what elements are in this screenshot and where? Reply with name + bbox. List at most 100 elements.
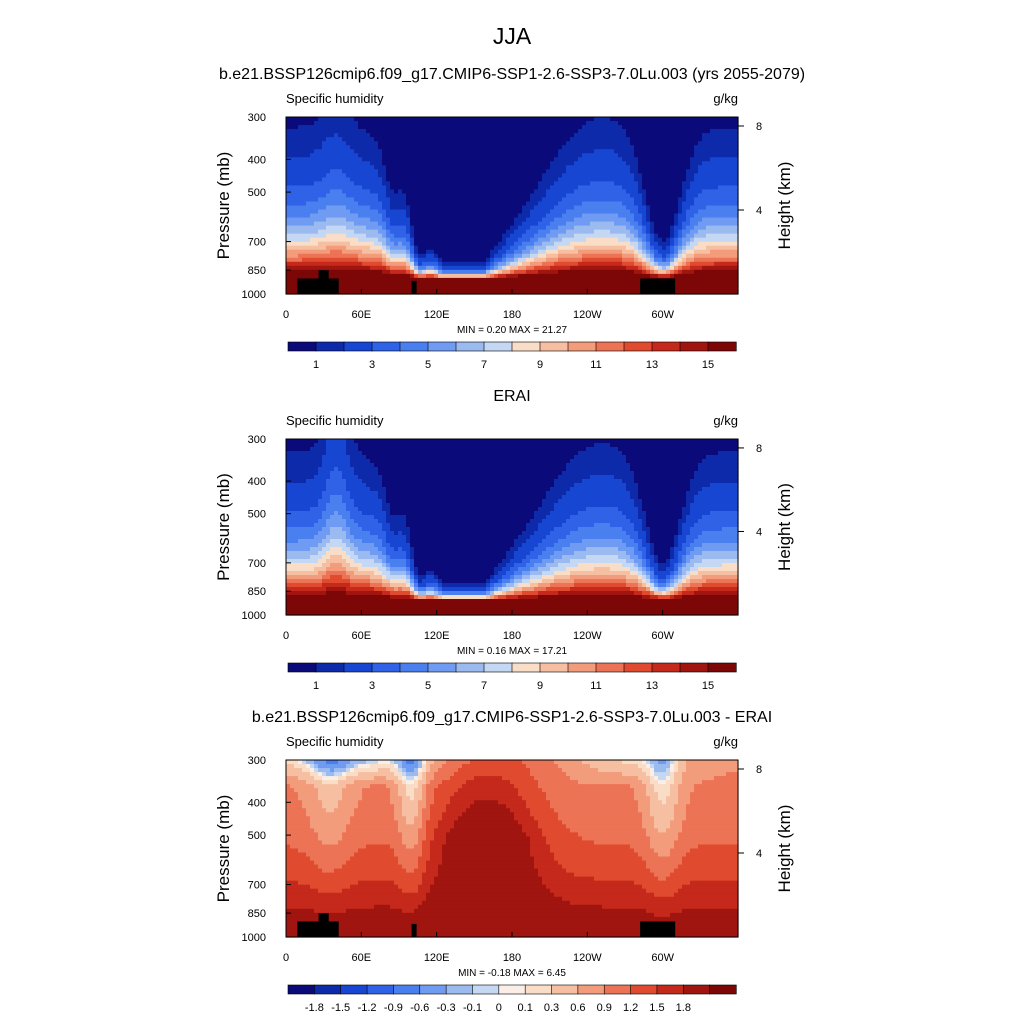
heatmap-cell [474, 221, 479, 227]
heatmap-cell [462, 277, 467, 283]
heatmap-cell [366, 277, 371, 283]
heatmap-cell [318, 169, 323, 174]
heatmap-cell [546, 265, 551, 271]
heatmap-cell [426, 241, 431, 247]
heatmap-cell [634, 141, 639, 146]
heatmap-cell [550, 181, 555, 186]
heatmap-cell [482, 265, 487, 271]
heatmap-cell [350, 265, 355, 271]
heatmap-cell [650, 237, 655, 243]
heatmap-cell [602, 245, 607, 251]
heatmap-cell [562, 289, 567, 295]
heatmap-cell [334, 137, 339, 142]
heatmap-cell [542, 209, 547, 215]
heatmap-cell [650, 225, 655, 231]
heatmap-cell [522, 281, 527, 287]
heatmap-cell [526, 281, 531, 287]
heatmap-cell [618, 245, 623, 251]
heatmap-cell [718, 173, 723, 178]
topography-mask [640, 278, 676, 294]
heatmap-cell [442, 277, 447, 283]
heatmap-cell [494, 277, 499, 283]
heatmap-cell [586, 213, 591, 219]
heatmap-cell [518, 169, 523, 174]
heatmap-cell [718, 241, 723, 247]
heatmap-cell [686, 133, 691, 138]
heatmap-cell [662, 237, 667, 243]
heatmap-cell [518, 237, 523, 243]
heatmap-cell [562, 117, 567, 122]
heatmap-cell [402, 229, 407, 235]
heatmap-cell [594, 245, 599, 251]
heatmap-cell [626, 173, 631, 178]
heatmap-cell [306, 145, 311, 150]
heatmap-cell [646, 201, 651, 207]
heatmap-cell [466, 285, 471, 291]
heatmap-cell [394, 161, 399, 166]
heatmap-cell [294, 125, 299, 130]
heatmap-cell [406, 141, 411, 146]
heatmap-cell [426, 245, 431, 251]
heatmap-cell [566, 181, 571, 186]
heatmap-cell [582, 253, 587, 259]
heatmap-cell [726, 121, 731, 126]
heatmap-cell [398, 265, 403, 271]
heatmap-cell [462, 185, 467, 191]
heatmap-cell [702, 173, 707, 178]
heatmap-cell [326, 141, 331, 146]
heatmap-cell [698, 257, 703, 263]
heatmap-cell [382, 129, 387, 134]
heatmap-cell [634, 189, 639, 195]
heatmap-cell [642, 121, 647, 126]
heatmap-cell [622, 117, 627, 122]
heatmap-cell [650, 141, 655, 146]
heatmap-cell [390, 149, 395, 154]
heatmap-cell [722, 269, 727, 275]
heatmap-cell [618, 125, 623, 130]
heatmap-cell [702, 121, 707, 126]
heatmap-cell [670, 133, 675, 138]
heatmap-cell [654, 169, 659, 174]
heatmap-cell [674, 177, 679, 182]
heatmap-cell [342, 117, 347, 122]
heatmap-cell [434, 257, 439, 263]
heatmap-cell [646, 209, 651, 215]
heatmap-cell [694, 117, 699, 122]
heatmap-cell [350, 277, 355, 283]
heatmap-cell [358, 157, 363, 162]
heatmap-cell [494, 189, 499, 195]
heatmap-cell [558, 121, 563, 126]
heatmap-cell [726, 185, 731, 191]
heatmap-cell [686, 241, 691, 247]
heatmap-cell [690, 193, 695, 199]
heatmap-cell [406, 197, 411, 203]
heatmap-cell [726, 197, 731, 203]
heatmap-cell [630, 205, 635, 211]
heatmap-cell [538, 221, 543, 227]
heatmap-cell [442, 181, 447, 186]
heatmap-cell [710, 289, 715, 295]
heatmap-cell [358, 173, 363, 178]
heatmap-cell [730, 233, 735, 239]
heatmap-cell [638, 129, 643, 134]
heatmap-cell [462, 121, 467, 126]
heatmap-cell [682, 237, 687, 243]
heatmap-cell [518, 205, 523, 211]
heatmap-cell [358, 197, 363, 203]
heatmap-cell [418, 141, 423, 146]
heatmap-cell [482, 281, 487, 287]
heatmap-cell [506, 121, 511, 126]
heatmap-cell [378, 133, 383, 138]
heatmap-cell [542, 177, 547, 182]
heatmap-cell [658, 273, 663, 279]
heatmap-cell [298, 237, 303, 243]
heatmap-cell [642, 181, 647, 186]
heatmap-cell [526, 181, 531, 186]
heatmap-cell [386, 253, 391, 259]
heatmap-cell [450, 185, 455, 191]
heatmap-cell [694, 209, 699, 215]
heatmap-cell [610, 173, 615, 178]
heatmap-cell [302, 149, 307, 154]
heatmap-cell [734, 117, 739, 122]
heatmap-cell [366, 137, 371, 142]
